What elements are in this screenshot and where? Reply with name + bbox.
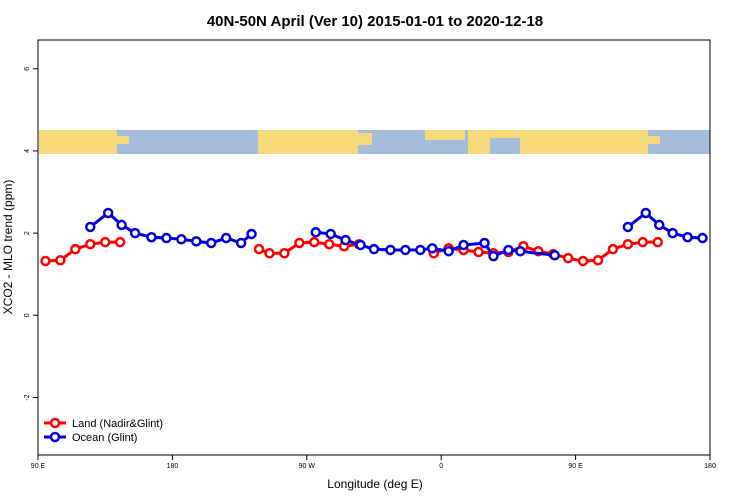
point (640, 207, 652, 219)
point (176, 234, 187, 245)
point (220, 232, 232, 244)
point (205, 237, 217, 249)
point (458, 239, 469, 251)
legend-marker (49, 417, 61, 429)
legend-label: Ocean (Glint) (72, 432, 137, 444)
point (85, 238, 96, 250)
point (473, 246, 484, 258)
point (323, 238, 335, 250)
point (325, 228, 336, 240)
point (637, 236, 649, 248)
y-tick-label: 4 (24, 149, 31, 153)
y-tick-label: 0 (24, 313, 31, 317)
point (368, 243, 380, 255)
point (279, 248, 290, 259)
point (479, 237, 490, 249)
point (40, 255, 51, 267)
point (622, 238, 634, 250)
point (340, 234, 351, 246)
y-tick-label: 2 (24, 231, 31, 235)
point (577, 255, 589, 267)
point (653, 219, 665, 231)
point (310, 227, 322, 238)
x-tick-label: 180 (704, 463, 716, 470)
point (235, 237, 247, 249)
chart-title: 40N-50N April (Ver 10) 2015-01-01 to 202… (207, 13, 543, 30)
point (415, 244, 426, 256)
y-axis-label: XCO2 - MLO trend (ppm) (1, 180, 15, 315)
point (652, 236, 663, 248)
point (592, 254, 604, 266)
point (264, 248, 275, 259)
point (253, 243, 265, 255)
point (503, 244, 514, 256)
point (443, 245, 454, 257)
map-strip (39, 130, 710, 154)
x-axis-label: Longitude (deg E) (327, 477, 422, 491)
point (129, 227, 141, 239)
point (667, 227, 678, 239)
legend-label: Land (Nadir&Glint) (72, 418, 163, 430)
point (55, 254, 66, 266)
point (161, 232, 172, 244)
point (385, 244, 396, 256)
x-tick-label: 0 (439, 463, 443, 470)
y-tick-label: 6 (24, 67, 31, 71)
point (697, 232, 708, 244)
point (85, 221, 96, 233)
point (102, 207, 114, 219)
point (622, 221, 634, 233)
point (488, 250, 499, 262)
point (114, 236, 126, 248)
y-tick-label: -2 (24, 394, 31, 400)
x-tick-label: 90 E (31, 463, 46, 470)
plot-frame (37, 39, 711, 456)
point (562, 252, 574, 264)
point (294, 237, 305, 249)
point (116, 219, 127, 231)
point (355, 239, 366, 251)
x-tick-label: 90 W (299, 463, 316, 470)
point (146, 231, 157, 243)
point (549, 250, 560, 261)
legend-marker (49, 431, 61, 443)
point (400, 244, 411, 256)
x-tick-label: 90 E (568, 463, 583, 470)
point (309, 236, 320, 248)
point (682, 231, 693, 243)
point (426, 243, 438, 254)
point (515, 245, 526, 257)
x-tick-label: 180 (167, 463, 179, 470)
point (191, 236, 202, 247)
point (607, 243, 619, 255)
point (99, 236, 111, 248)
point (246, 228, 257, 240)
point (70, 243, 81, 255)
